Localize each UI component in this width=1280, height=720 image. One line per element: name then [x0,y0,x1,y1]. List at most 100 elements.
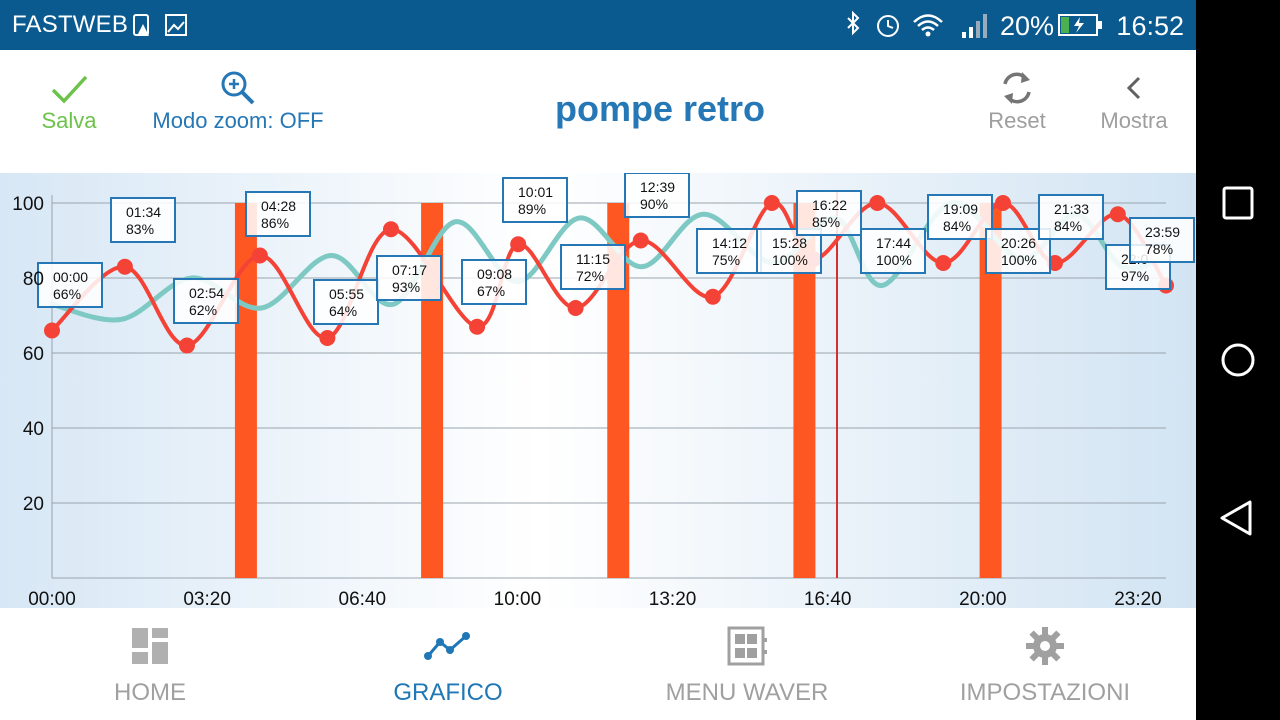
zoom-in-icon [221,71,255,105]
data-label-box [502,177,568,223]
wifi-icon [913,14,943,32]
alarm-icon [877,15,899,37]
data-label-box [313,279,379,325]
data-label-box [756,228,822,274]
reset-label: Reset [988,108,1046,133]
data-label-value: 100% [876,252,912,268]
nav-impostazioni[interactable]: IMPOSTAZIONI [925,626,1165,707]
data-label-box [110,197,176,243]
data-point[interactable] [995,195,1012,211]
chevron-left-icon [1126,76,1141,100]
nav-menu-waver[interactable]: MENU WAVER [627,626,867,707]
data-point[interactable] [1109,206,1126,223]
zoom-mode-button[interactable]: Modo zoom: OFF [140,68,336,134]
data-point[interactable] [319,330,336,346]
data-label-time: 00:00 [53,269,88,285]
nav-home[interactable]: HOME [30,626,270,707]
data-label-time: 02:54 [189,285,224,301]
axis-labels: 100 80 60 40 20 00:00 03:20 06:40 10:00 13:20 16:4… [12,194,1161,608]
data-point[interactable] [869,195,886,211]
data-point[interactable] [763,195,780,211]
data-label-box [461,259,527,305]
app-screen: FASTWEB 20% [0,0,1196,720]
data-point[interactable] [469,318,486,335]
data-label-box [37,262,103,308]
x-tick-label: 13:20 [649,589,697,608]
save-label: Salva [41,108,97,133]
data-label-box [173,278,239,324]
data-label-time: 04:28 [261,198,296,214]
nav-impostazioni-label: IMPOSTAZIONI [959,679,1131,706]
zoom-mode-label: Modo zoom: OFF [152,108,324,133]
data-label-value: 100% [772,252,808,268]
data-label-time: 05:55 [329,286,364,302]
data-label-box [927,194,993,240]
data-label-box [860,228,926,274]
data-label-time: 12:39 [640,179,675,195]
data-label-box [796,190,862,236]
reset-button[interactable]: Reset [980,68,1054,134]
battery-icon [1058,13,1104,42]
x-tick-label: 10:00 [494,589,542,608]
carrier-name: FASTWEB [12,11,129,38]
data-label-box [1129,217,1195,263]
data-point[interactable] [567,300,584,316]
data-label-time: 11:15 [576,251,610,267]
data-point[interactable] [178,337,195,354]
data-label-box [560,244,626,290]
bar-series [234,191,1002,578]
back-icon[interactable] [1214,494,1262,542]
status-icons [840,10,1000,45]
x-tick-label: 06:40 [339,589,387,608]
chart-bar [607,203,630,578]
page-title: pompe retro [554,88,766,129]
show-label: Mostra [1100,108,1168,133]
data-label-value: 100% [1001,252,1037,268]
data-point[interactable] [510,236,527,253]
data-label-box [696,228,762,274]
data-point[interactable] [251,247,268,264]
battery-percent: 20% [999,11,1054,41]
data-label-time: 20:26 [1001,235,1036,251]
recent-apps-icon[interactable] [1214,180,1262,228]
check-icon [51,75,88,104]
y-tick-label: 60 [23,344,44,365]
chart-line-icon [424,632,470,660]
gear-icon [1026,627,1064,665]
data-label-value: 78% [1145,241,1173,257]
data-point[interactable] [935,255,952,271]
data-label-value: 64% [329,303,357,319]
data-label-time: 01:34 [126,204,161,220]
data-point[interactable] [44,322,60,339]
x-tick-label: 23:20 [1114,589,1162,608]
home-icon[interactable] [1214,336,1262,384]
nav-grafico[interactable]: GRAFICO [328,626,568,707]
data-point[interactable] [704,288,721,305]
notification-icons [132,12,192,43]
chart-bar [234,203,257,578]
show-button[interactable]: Mostra [1090,72,1178,134]
save-button[interactable]: Salva [30,72,108,134]
data-label-value: 90% [640,196,668,212]
y-tick-label: 40 [23,419,44,440]
data-label-value: 62% [189,302,217,318]
refresh-icon [1003,72,1031,104]
data-label-value: 86% [261,215,289,231]
data-point[interactable] [382,221,399,238]
y-tick-label: 100 [12,194,44,215]
data-point[interactable] [116,258,133,275]
data-label-time: 14:12 [712,235,747,251]
data-label-box [376,255,442,301]
data-point[interactable] [632,232,649,249]
